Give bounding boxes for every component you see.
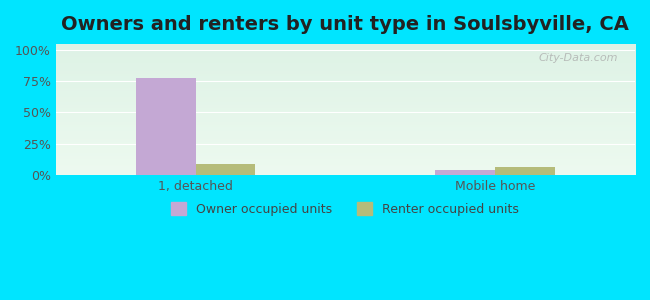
Text: City-Data.com: City-Data.com [538,53,617,63]
Title: Owners and renters by unit type in Soulsbyville, CA: Owners and renters by unit type in Souls… [62,15,629,34]
Legend: Owner occupied units, Renter occupied units: Owner occupied units, Renter occupied un… [166,197,525,221]
Bar [495,167,555,175]
Bar [136,78,196,175]
Bar [436,170,495,175]
Bar [196,164,255,175]
